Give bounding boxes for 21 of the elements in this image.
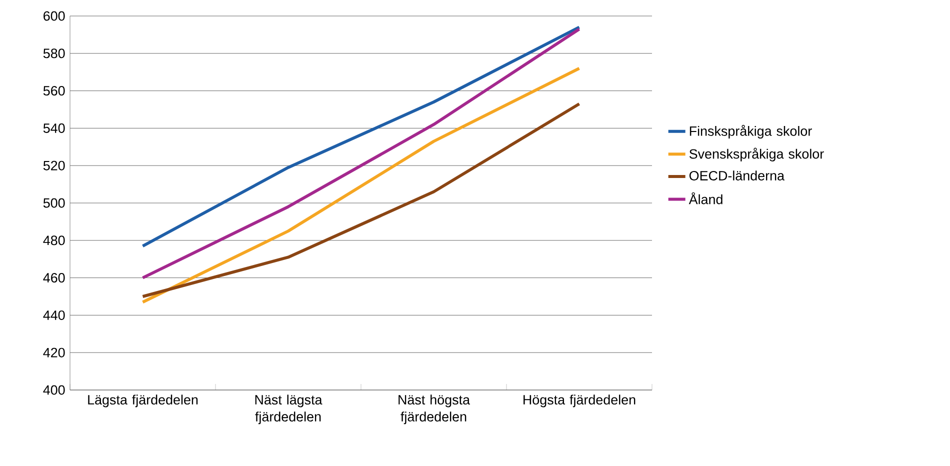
- y-tick-label: 540: [43, 123, 65, 133]
- x-tick-label: Näst lägsta fjärdedelen: [255, 394, 322, 424]
- line-series: [141, 102, 581, 298]
- legend-label: Finskspråkiga skolor: [690, 124, 812, 139]
- y-tick-label: 560: [43, 86, 65, 96]
- legend-label: OECD-länderna: [689, 170, 785, 180]
- y-tick-label: 580: [43, 48, 65, 58]
- y-tick-label: 400: [43, 385, 65, 395]
- y-tick-label: 420: [43, 348, 65, 358]
- legend-label: Svenskspråkiga skolor: [689, 148, 824, 162]
- y-tick-label: 500: [43, 198, 65, 208]
- legend-label: Åland: [688, 192, 722, 204]
- y-tick-label: 520: [43, 160, 65, 170]
- x-tick-label: Högsta fjärdedelen: [524, 394, 636, 408]
- x-tick-label: Lägsta fjärdedelen: [88, 394, 198, 408]
- x-tick-label: Näst högsta fjärdedelen: [398, 394, 470, 424]
- y-tick-label: 440: [43, 310, 65, 320]
- y-tick-label: 480: [43, 236, 65, 246]
- line-series: [141, 66, 581, 304]
- y-tick-label: 460: [43, 273, 65, 283]
- y-tick-label: 600: [44, 11, 65, 21]
